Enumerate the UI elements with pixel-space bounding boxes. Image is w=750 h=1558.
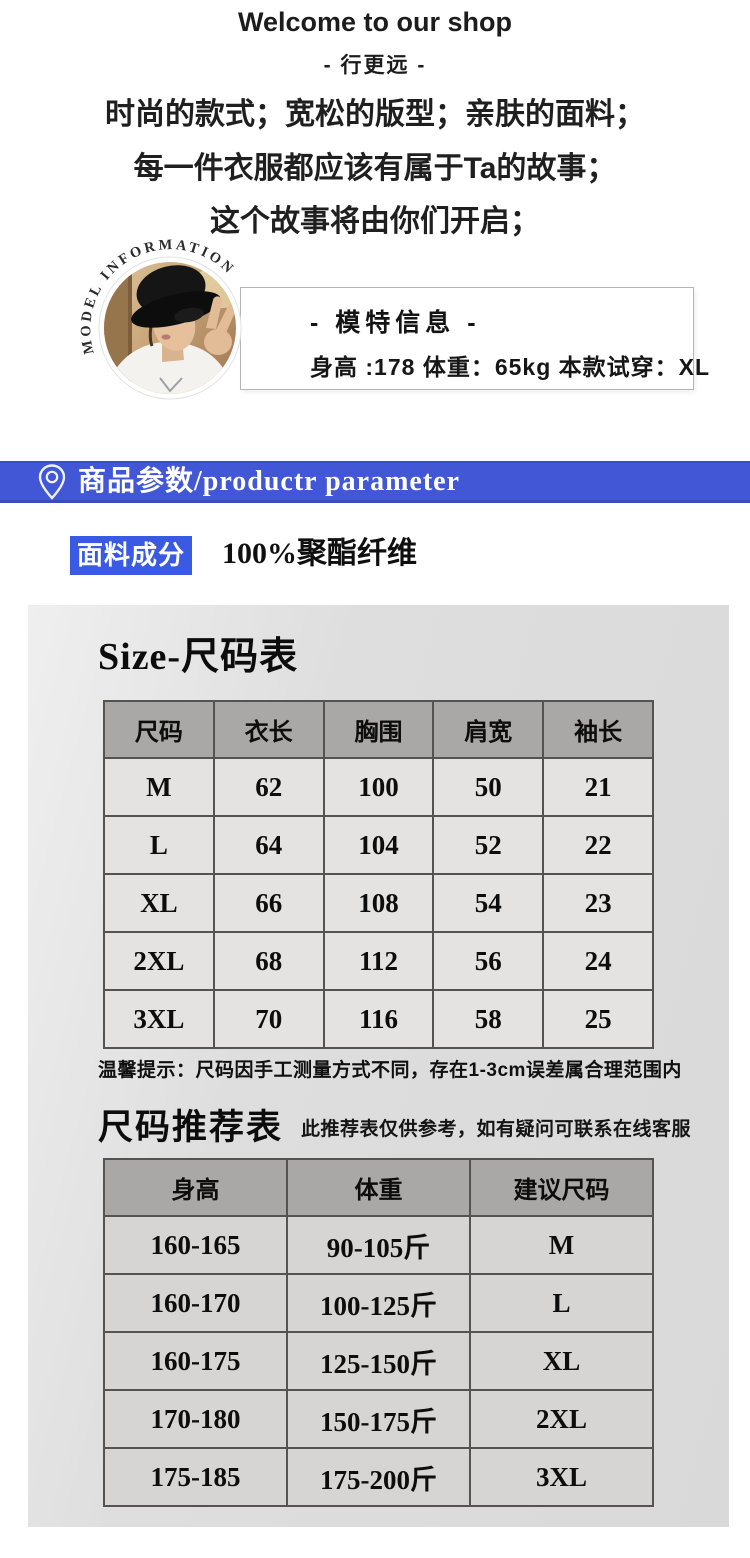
table-cell: 2XL — [469, 1389, 654, 1449]
table-cell: 170-180 — [103, 1389, 288, 1449]
column-header: 衣长 — [212, 700, 325, 759]
brand-slogan: - 行更远 - — [323, 54, 427, 77]
table-cell: 160-175 — [103, 1331, 288, 1391]
table-cell: 66 — [212, 873, 325, 933]
table-cell: 112 — [322, 931, 435, 991]
table-cell: M — [469, 1215, 654, 1275]
table-row: M 62 100 50 21 — [103, 757, 654, 817]
table-cell: 68 — [212, 931, 325, 991]
params-banner — [0, 461, 750, 503]
table-cell: XL — [103, 873, 215, 933]
table-cell: 150-175斤 — [286, 1389, 471, 1449]
table-header-row: 尺码 衣长 胸围 肩宽 袖长 — [103, 700, 654, 759]
column-header: 袖长 — [542, 700, 654, 759]
table-header-row: 身高 体重 建议尺码 — [103, 1158, 654, 1217]
table-cell: 24 — [542, 931, 654, 991]
table-row: L 64 104 52 22 — [103, 815, 654, 875]
table-cell: 175-200斤 — [286, 1447, 471, 1507]
size-note: 温馨提示：尺码因手工测量方式不同，存在1-3cm误差属合理范围内 — [98, 1060, 682, 1081]
model-info-box — [240, 287, 694, 390]
table-cell: 21 — [542, 757, 654, 817]
table-cell: 104 — [322, 815, 435, 875]
model-stats: 身高 :178 体重：65kg 本款试穿：XL — [310, 354, 711, 380]
table-cell: 70 — [212, 989, 325, 1049]
tagline: 时尚的款式；宽松的版型；亲肤的面料； — [105, 98, 645, 131]
size-table: 尺码 衣长 胸围 肩宽 袖长 M 62 100 50 21 L 64 104 52 22 XL 66 108 54 2… — [103, 700, 654, 1049]
table-row: XL 66 108 54 23 — [103, 873, 654, 933]
table-cell: 52 — [432, 815, 545, 875]
recommend-table-title: 尺码推荐表 — [98, 1108, 284, 1147]
table-cell: 25 — [542, 989, 654, 1049]
table-cell: 62 — [212, 757, 325, 817]
size-chart-panel: Size-尺码表 尺码 衣长 胸围 肩宽 袖长 M 62 100 50 21 L 64 104 52 22 X… — [28, 605, 729, 1527]
table-cell: 108 — [322, 873, 435, 933]
model-photo: MODEL INFORMATION — [78, 237, 242, 400]
model-info-title: - 模特信息 - — [310, 309, 481, 337]
peace-sign-hand — [204, 296, 236, 355]
welcome-heading: Welcome to our shop — [237, 7, 513, 37]
fabric-label-badge: 面料成分 — [70, 536, 192, 575]
tagline: 每一件衣服都应该有属于Ta的故事； — [133, 152, 617, 185]
table-cell: 100 — [322, 757, 435, 817]
table-cell: L — [469, 1273, 654, 1333]
table-row: 160-170 100-125斤 L — [103, 1273, 654, 1333]
column-header: 肩宽 — [432, 700, 545, 759]
table-cell: 160-170 — [103, 1273, 288, 1333]
table-row: 3XL 70 116 58 25 — [103, 989, 654, 1049]
table-row: 2XL 68 112 56 24 — [103, 931, 654, 991]
table-cell: 23 — [542, 873, 654, 933]
table-cell: L — [103, 815, 215, 875]
column-header: 建议尺码 — [469, 1158, 654, 1217]
column-header: 尺码 — [103, 700, 215, 759]
column-header: 体重 — [286, 1158, 471, 1217]
table-cell: 125-150斤 — [286, 1331, 471, 1391]
table-cell: 58 — [432, 989, 545, 1049]
table-cell: 100-125斤 — [286, 1273, 471, 1333]
table-cell: 160-165 — [103, 1215, 288, 1275]
table-cell: 22 — [542, 815, 654, 875]
params-banner-title: 商品参数/productr parameter — [78, 466, 461, 497]
table-cell: 56 — [432, 931, 545, 991]
location-pin-icon — [38, 464, 66, 500]
table-cell: 2XL — [103, 931, 215, 991]
table-cell: M — [103, 757, 215, 817]
tagline: 这个故事将由你们开启； — [210, 205, 540, 238]
table-cell: 3XL — [469, 1447, 654, 1507]
table-row: 160-165 90-105斤 M — [103, 1215, 654, 1275]
table-cell: 116 — [322, 989, 435, 1049]
table-row: 170-180 150-175斤 2XL — [103, 1389, 654, 1449]
table-cell: 3XL — [103, 989, 215, 1049]
table-cell: 64 — [212, 815, 325, 875]
table-cell: 90-105斤 — [286, 1215, 471, 1275]
recommend-heading-row: 尺码推荐表 此推荐表仅供参考，如有疑问可联系在线客服 — [98, 1110, 691, 1145]
table-row: 160-175 125-150斤 XL — [103, 1331, 654, 1391]
recommend-table-subtitle: 此推荐表仅供参考，如有疑问可联系在线客服 — [301, 1119, 692, 1140]
size-table-title: Size-尺码表 — [98, 636, 299, 678]
fabric-value: 100%聚酯纤维 — [222, 537, 417, 570]
table-row: 175-185 175-200斤 3XL — [103, 1447, 654, 1507]
column-header: 胸围 — [322, 700, 435, 759]
table-cell: 175-185 — [103, 1447, 288, 1507]
table-cell: 54 — [432, 873, 545, 933]
table-cell: XL — [469, 1331, 654, 1391]
table-cell: 50 — [432, 757, 545, 817]
column-header: 身高 — [103, 1158, 288, 1217]
recommend-table: 身高 体重 建议尺码 160-165 90-105斤 M 160-170 100-125斤 L 1… — [103, 1158, 654, 1507]
